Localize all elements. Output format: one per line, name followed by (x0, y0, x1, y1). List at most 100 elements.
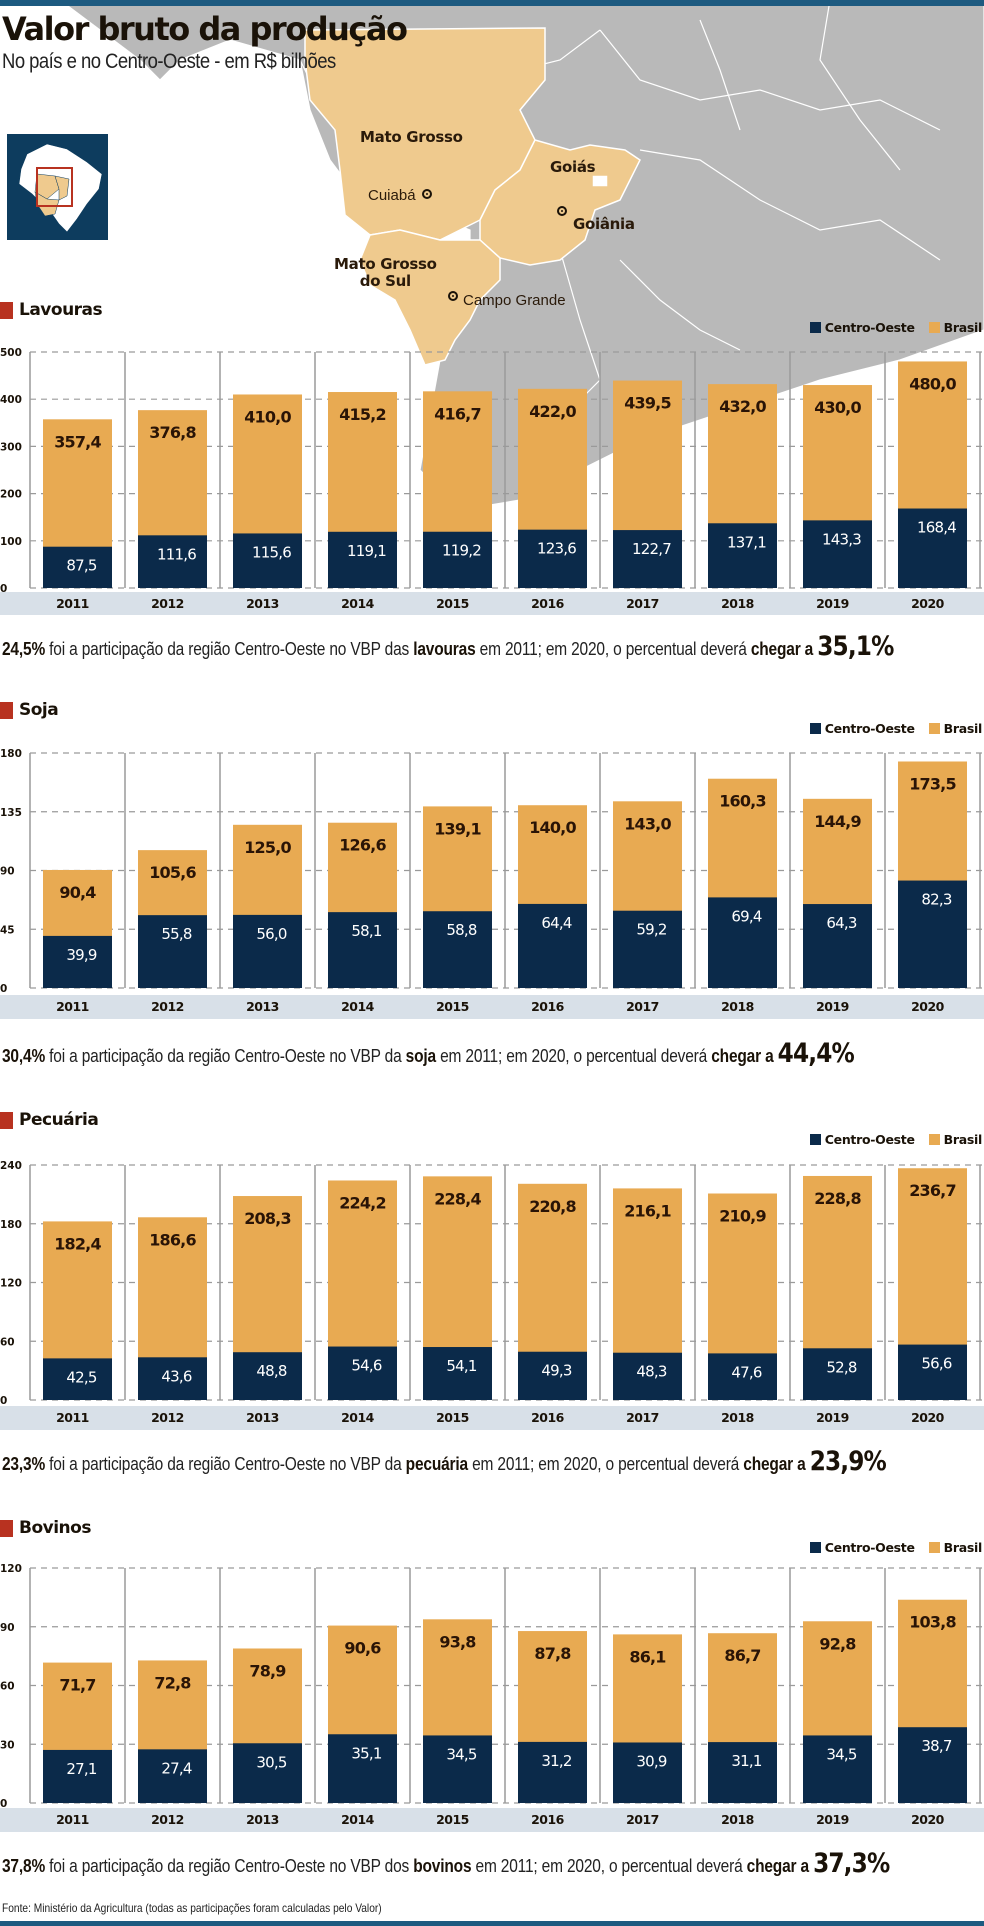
x-tick-label: 2020 (911, 596, 945, 611)
value-label-brasil: 126,6 (339, 836, 386, 855)
value-label-centro-oeste: 49,3 (541, 1362, 571, 1380)
legend-label: Brasil (943, 320, 983, 335)
bar-centro-oeste (328, 531, 397, 588)
y-tick-label: 180 (0, 748, 22, 760)
note-article: da (384, 1454, 406, 1474)
bar-centro-oeste (898, 1344, 967, 1400)
legend-item-brasil: Brasil (928, 1540, 982, 1555)
value-label-brasil: 144,9 (814, 812, 861, 831)
legend-item-centro-oeste: Centro-Oeste (809, 1132, 915, 1147)
legend-item-centro-oeste: Centro-Oeste (809, 1540, 915, 1555)
y-tick-label: 60 (0, 1336, 15, 1348)
note-start-percent: 30,4% (2, 1046, 46, 1066)
x-tick-label: 2012 (151, 596, 184, 611)
bar-centro-oeste (233, 1352, 302, 1400)
value-label-brasil: 90,4 (59, 883, 96, 902)
x-tick-label: 2017 (626, 1812, 659, 1827)
participation-note: 24,5% foi a participação da região Centr… (2, 631, 894, 662)
x-tick-label: 2012 (151, 999, 184, 1014)
bar-centro-oeste (518, 903, 587, 988)
value-label-brasil: 71,7 (59, 1676, 95, 1695)
chart-legend: Centro-Oeste Brasil (796, 1540, 982, 1555)
note-text: foi a participação da região Centro-Oest… (45, 1454, 385, 1474)
section-marker-icon (0, 1111, 13, 1129)
value-label-brasil: 415,2 (339, 405, 386, 424)
stacked-bar-chart-lavouras: 0 100 200 300 400 500 357,4 87,5 2011 376,8 111,6 2… (0, 347, 984, 615)
section-title: Bovinos (19, 1518, 91, 1538)
year-axis-band (0, 1406, 984, 1430)
map-label-line: Mato Grosso (334, 255, 437, 273)
value-label-centro-oeste: 59,2 (636, 921, 666, 939)
legend-item-brasil: Brasil (928, 721, 983, 736)
bar-centro-oeste (708, 1353, 777, 1400)
value-label-brasil: 72,8 (154, 1673, 191, 1692)
participation-note: 30,4% foi a participação da região Centr… (2, 1038, 855, 1069)
bar-centro-oeste (423, 911, 492, 988)
map-label-line: do Sul (359, 272, 411, 290)
value-label-brasil: 140,0 (529, 818, 576, 837)
x-tick-label: 2011 (56, 1812, 89, 1827)
x-tick-label: 2012 (151, 1410, 184, 1425)
value-label-centro-oeste: 48,8 (256, 1362, 286, 1380)
map-goias (479, 139, 641, 266)
value-label-brasil: 480,0 (909, 374, 956, 393)
city-marker-icon (448, 291, 458, 301)
value-label-brasil: 422,0 (529, 402, 576, 421)
chart-legend: Centro-Oeste Brasil (796, 1132, 982, 1147)
x-tick-label: 2016 (531, 999, 565, 1014)
note-keyword: bovinos (413, 1856, 472, 1876)
x-tick-label: 2013 (246, 999, 279, 1014)
legend-swatch-centro-oeste (809, 1542, 821, 1553)
bar-centro-oeste (898, 508, 967, 588)
y-tick-label: 240 (0, 1160, 22, 1172)
note-text: foi a participação da região Centro-Oest… (45, 1046, 385, 1066)
note-chegar: chegar a (750, 639, 818, 659)
value-label-centro-oeste: 48,3 (636, 1363, 666, 1381)
chart-legend: Centro-Oeste Brasil (796, 721, 982, 736)
brand-bottom-bar (0, 1921, 984, 1926)
note-keyword: soja (405, 1046, 436, 1066)
x-tick-label: 2016 (531, 1812, 565, 1827)
value-label-brasil: 143,0 (624, 814, 671, 833)
value-label-centro-oeste: 119,2 (442, 542, 481, 560)
y-tick-label: 30 (0, 1739, 15, 1751)
value-label-centro-oeste: 64,4 (541, 914, 571, 932)
y-tick-label: 0 (0, 983, 7, 995)
value-label-centro-oeste: 56,6 (921, 1355, 951, 1373)
stacked-bar-chart-bovinos: 0 30 60 90 120 71,7 27,1 2011 72,8 27,4 2012 78,9 30… (0, 1563, 984, 1832)
x-tick-label: 2015 (436, 1410, 469, 1425)
value-label-centro-oeste: 30,9 (636, 1752, 666, 1770)
value-label-brasil: 103,8 (909, 1613, 956, 1632)
bar-centro-oeste (423, 531, 492, 588)
value-label-centro-oeste: 27,1 (66, 1760, 96, 1778)
legend-item-centro-oeste: Centro-Oeste (809, 320, 915, 335)
value-label-centro-oeste: 34,5 (446, 1745, 476, 1763)
value-label-centro-oeste: 47,6 (731, 1363, 761, 1381)
note-text: foi a participação da região Centro-Oest… (45, 639, 385, 659)
note-keyword: pecuária (405, 1454, 468, 1474)
note-chegar: chegar a (743, 1454, 810, 1474)
note-keyword: lavouras (413, 639, 476, 659)
x-tick-label: 2018 (721, 1812, 754, 1827)
legend-label: Brasil (943, 721, 983, 736)
chart-legend: Centro-Oeste Brasil (796, 320, 982, 335)
bar-centro-oeste (233, 914, 302, 988)
x-tick-label: 2020 (911, 999, 945, 1014)
x-tick-label: 2014 (341, 1410, 375, 1425)
value-label-centro-oeste: 42,5 (66, 1368, 96, 1386)
x-tick-label: 2014 (341, 596, 375, 611)
bar-centro-oeste (43, 935, 112, 988)
x-tick-label: 2017 (626, 1410, 659, 1425)
note-start-percent: 24,5% (2, 639, 46, 659)
value-label-brasil: 139,1 (434, 819, 481, 838)
y-tick-label: 400 (0, 394, 22, 406)
note-end-percent: 37,3% (813, 1848, 890, 1879)
y-tick-label: 45 (0, 924, 15, 936)
bar-centro-oeste (43, 1749, 112, 1803)
bar-centro-oeste (518, 1351, 587, 1400)
region-map (59, 0, 984, 511)
x-tick-label: 2018 (721, 596, 754, 611)
city-marker-icon (557, 206, 567, 216)
value-label-centro-oeste: 58,1 (351, 922, 381, 940)
legend-swatch-brasil (928, 1134, 940, 1145)
